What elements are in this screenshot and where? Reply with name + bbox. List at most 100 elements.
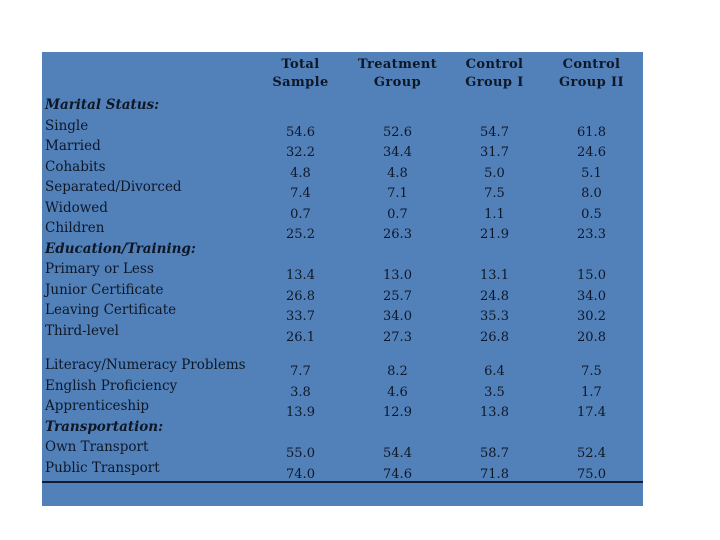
cell-value: 7.7	[290, 364, 311, 379]
cell-value: 23.3	[577, 227, 606, 242]
table-row: Separated/Divorced 7.4 7.1 7.5 8.0	[42, 178, 643, 201]
cell-value: 7.5	[484, 186, 505, 201]
cell-value	[446, 96, 543, 117]
cell-value: 34.0	[577, 288, 606, 304]
cell-value: 6.4	[484, 364, 505, 379]
row-label: Third-level	[45, 322, 119, 339]
cell-value: 71.8	[480, 466, 509, 482]
cell-value: 52.6	[383, 124, 412, 140]
cell-value	[446, 240, 543, 261]
table-row: Own Transport 55.0 54.4 58.7 52.4	[42, 438, 643, 461]
cell-value: 7.4	[290, 186, 311, 201]
table-row: English Proficiency 3.8 4.6 3.5 1.7	[42, 377, 643, 400]
cell-value: 0.7	[290, 206, 311, 222]
cell-value: 5.1	[581, 165, 602, 181]
cell-value: 7.5	[581, 364, 602, 379]
row-label: Junior Certificate	[45, 281, 164, 298]
cell-value: 1.1	[484, 206, 505, 222]
cell-value	[543, 96, 640, 117]
cell-value: 61.8	[577, 124, 606, 140]
column-header-total-sample: Total Sample	[252, 56, 349, 96]
cell-value: 1.7	[581, 384, 602, 400]
section-label: Education/Training:	[45, 240, 196, 257]
cell-value: 3.5	[484, 384, 505, 400]
cell-value	[446, 342, 543, 356]
header-line: Control	[562, 57, 621, 72]
table-row: Third-level 26.1 27.3 26.8 20.8	[42, 322, 643, 345]
table-header-row: Total Sample Treatment Group Control Gro…	[42, 52, 643, 96]
table-body: Marital Status: Single 54.6 52.6 54.7 61.8 Mar…	[42, 96, 643, 482]
table-row: Junior Certificate 26.8 25.7 24.8 34.0	[42, 281, 643, 304]
cell-value: 8.0	[581, 186, 602, 201]
cell-value: 33.7	[286, 309, 315, 324]
row-label	[42, 342, 252, 356]
table-row: Widowed 0.7 0.7 1.1 0.5	[42, 199, 643, 222]
cell-value: 30.2	[577, 309, 606, 324]
cell-value	[252, 96, 349, 117]
cell-value: 25.7	[383, 288, 412, 304]
cell-value: 3.8	[290, 384, 311, 400]
header-corner-cell	[42, 56, 252, 96]
row-label: Public Transport	[45, 459, 160, 476]
cell-value: 0.5	[581, 206, 602, 222]
cell-value	[349, 418, 446, 439]
cell-value: 55.0	[286, 446, 315, 461]
cell-value: 52.4	[577, 446, 606, 461]
cell-value: 75.0	[577, 466, 606, 482]
table-bottom-rule	[42, 481, 643, 483]
header-line: Sample	[272, 75, 329, 90]
table-row: Single 54.6 52.6 54.7 61.8	[42, 117, 643, 140]
cell-value: 4.8	[290, 165, 311, 181]
cell-value: 26.3	[383, 227, 412, 242]
cell-value: 27.3	[383, 329, 412, 345]
table-row: Public Transport 74.0 74.6 71.8 75.0	[42, 459, 643, 482]
header-line: Control	[465, 57, 524, 72]
row-label: English Proficiency	[45, 377, 178, 394]
cell-value: 34.4	[383, 145, 412, 160]
cell-value: 54.4	[383, 446, 412, 461]
cell-value: 26.8	[480, 329, 509, 345]
row-label: Literacy/Numeracy Problems	[45, 357, 246, 373]
cell-value: 15.0	[577, 268, 606, 283]
cell-value: 34.0	[383, 309, 412, 324]
header-line: Total	[281, 57, 320, 72]
statistics-table-panel: Total Sample Treatment Group Control Gro…	[42, 52, 643, 506]
row-label: Single	[45, 117, 89, 134]
row-label: Widowed	[45, 199, 108, 216]
cell-value: 13.9	[286, 405, 315, 420]
row-label: Apprenticeship	[45, 398, 150, 414]
cell-value: 24.8	[480, 288, 509, 304]
cell-value: 74.0	[286, 466, 315, 482]
cell-value	[252, 418, 349, 439]
cell-value: 0.7	[387, 206, 408, 222]
table-row: Cohabits 4.8 4.8 5.0 5.1	[42, 158, 643, 181]
row-label: Primary or Less	[45, 261, 154, 277]
cell-value: 26.1	[286, 329, 315, 345]
cell-value: 4.6	[387, 384, 408, 400]
cell-value: 26.8	[286, 288, 315, 304]
row-label: Leaving Certificate	[45, 302, 177, 318]
cell-value: 25.2	[286, 227, 315, 242]
table-row	[42, 342, 643, 356]
section-label: Transportation:	[45, 418, 164, 435]
cell-value: 13.1	[480, 268, 509, 283]
cell-value: 74.6	[383, 466, 412, 482]
table-row: Transportation:	[42, 418, 643, 439]
header-line: Group II	[558, 75, 625, 90]
cell-value: 32.2	[286, 145, 315, 160]
cell-value: 8.2	[387, 364, 408, 379]
table-row: Leaving Certificate 33.7 34.0 35.3 30.2	[42, 301, 643, 324]
cell-value: 31.7	[480, 145, 509, 160]
table-row: Primary or Less 13.4 13.0 13.1 15.0	[42, 260, 643, 283]
cell-value: 13.4	[286, 268, 315, 283]
cell-value: 35.3	[480, 309, 509, 324]
cell-value: 20.8	[577, 329, 606, 345]
table-row: Education/Training:	[42, 240, 643, 261]
cell-value: 12.9	[383, 405, 412, 420]
cell-value	[446, 418, 543, 439]
row-label: Own Transport	[45, 439, 149, 455]
cell-value	[543, 240, 640, 261]
header-line: Group	[373, 75, 422, 90]
row-label: Separated/Divorced	[45, 179, 182, 195]
